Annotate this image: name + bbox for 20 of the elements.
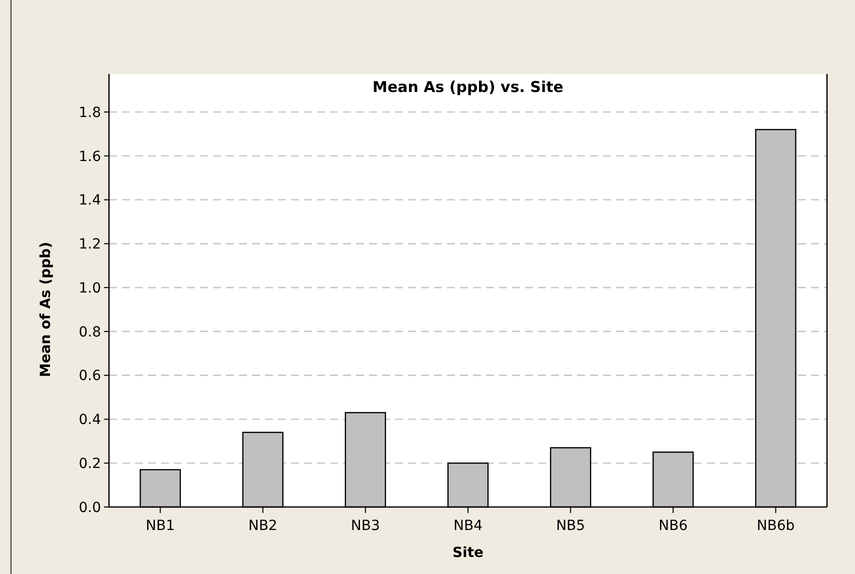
y-tick-label: 0.6 [78,368,102,384]
y-tick-label: 1.0 [78,280,101,296]
x-axis-title: Site [452,545,484,561]
y-tick-label: 1.6 [78,148,102,165]
y-tick-label: 1.8 [78,104,101,121]
chart-title: Mean As (ppb) vs. Site [372,78,564,96]
y-tick-label: 0.8 [78,324,101,340]
x-tick-label: NB3 [350,518,380,534]
y-tick-label: 0.2 [78,456,101,472]
x-tick-label: NB6 [658,518,688,534]
y-axis-title: Mean of As (ppb) [38,242,54,378]
x-tick-label: NB2 [248,518,278,534]
x-tick-label: NB1 [146,518,175,534]
y-tick-label: 1.4 [78,192,102,209]
y-tick-label: 0.4 [78,412,102,428]
y-tick-label: 0.0 [78,500,101,516]
y-tick-label: 1.2 [78,236,101,253]
x-tick-label: NB6b [756,518,795,534]
x-tick-label: NB5 [556,518,586,534]
x-tick-label: NB4 [454,518,483,534]
